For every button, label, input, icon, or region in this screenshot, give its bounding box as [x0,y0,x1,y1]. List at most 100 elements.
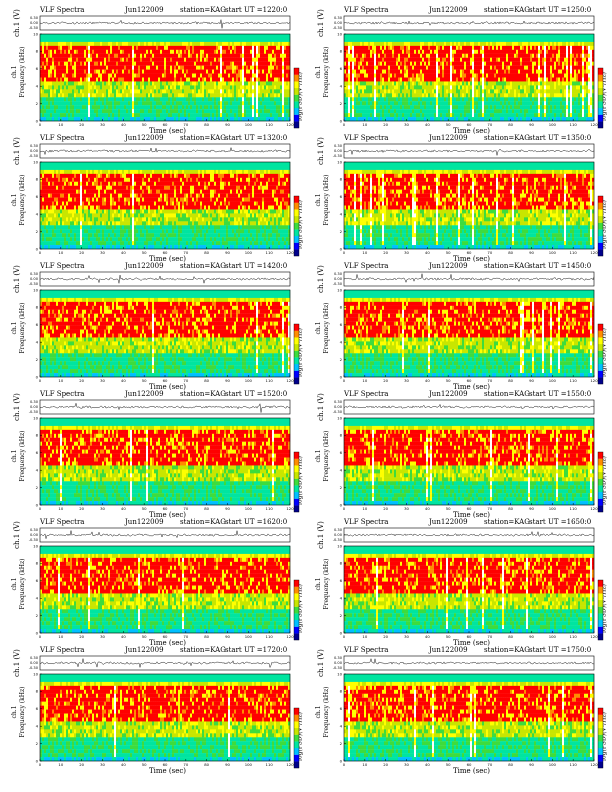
x-tick-label: 120 [590,378,598,383]
waveform-tick-label: -0.30 [29,282,39,286]
x-tick-label: 90 [529,506,534,511]
x-tick-label: 70 [183,378,188,383]
spectrogram-heatmap [40,546,291,634]
waveform-tick-label: -0.30 [333,26,343,30]
x-tick-label: 80 [204,122,209,127]
waveform-tick-label: 0.00 [30,21,39,25]
spectrogram-heatmap [40,418,291,506]
panel-title: VLF Spectra [40,646,84,655]
spectrogram-panel: VLF Spectra Jun122009 station=KAG start UT … [8,262,308,391]
panel-date: Jun122009 [429,390,468,399]
panel-station: station=KAG [180,646,226,655]
x-tick-label: 50 [446,762,451,767]
panel-title: VLF Spectra [344,518,388,527]
panel-graphics: 0.300.00-0.300 10 20 30 40 50 60 70 80 90 100 110 12… [29,399,300,513]
spectrogram-heatmap [344,34,595,122]
colorbar [597,579,604,641]
x-tick-label: 30 [404,762,409,767]
x-tick-label: 60 [467,122,472,127]
waveform-tick-label: 0.00 [30,661,39,665]
x-tick-label: 70 [487,762,492,767]
x-tick-label: 70 [487,250,492,255]
waveform-trace [343,657,595,665]
y-tick-label: 4 [36,724,39,729]
x-tick-label: 10 [362,506,367,511]
x-tick-label: 110 [570,250,578,255]
x-tick-label: 20 [383,634,388,639]
panel-title: VLF Spectra [40,134,84,143]
x-tick-label: 110 [266,762,274,767]
x-tick-label: 90 [529,250,534,255]
x-tick-label: 80 [204,762,209,767]
y-tick-label: 6 [340,322,343,327]
time-axis-label: Time (sec) [453,767,490,775]
waveform-tick-label: -0.30 [29,154,39,158]
x-tick-label: 80 [508,506,513,511]
x-tick-label: 120 [590,122,598,127]
y-tick-label: 0 [340,118,343,123]
x-tick-label: 0 [39,762,42,767]
x-tick-label: 70 [487,506,492,511]
waveform-frame [343,399,595,415]
waveform-tick-label: 0.30 [30,272,39,276]
y-tick-label: 6 [36,194,39,199]
colorbar [597,451,604,513]
y-tick-label: 6 [36,578,39,583]
waveform-frame [39,655,291,671]
x-tick-label: 0 [343,250,346,255]
y-tick-label: 6 [36,66,39,71]
x-tick-label: 110 [266,506,274,511]
waveform-trace [39,402,291,413]
panel-station: station=KAG [484,6,530,15]
x-tick-label: 30 [404,378,409,383]
colorbar [293,451,300,513]
x-tick-label: 60 [163,634,168,639]
waveform-tick-label: 0.00 [334,661,343,665]
y-tick-label: 8 [340,305,343,310]
y-tick-label: 8 [340,689,343,694]
x-tick-label: 40 [121,634,126,639]
x-tick-label: 30 [404,506,409,511]
x-tick-label: 70 [487,378,492,383]
panel-graphics: 0.300.00-0.300 10 20 30 40 50 60 70 80 90 100 110 12… [29,271,300,385]
panel-start-ut: start UT =1550:0 [529,390,591,399]
x-tick-label: 120 [590,250,598,255]
y-tick-label: 10 [337,159,342,164]
waveform-tick-label: -0.30 [333,538,343,542]
y-tick-label: 0 [36,758,39,763]
colorbar [293,579,300,641]
x-tick-label: 80 [204,250,209,255]
x-tick-label: 40 [121,250,126,255]
y-tick-label: 10 [33,287,38,292]
waveform-tick-label: -0.30 [333,282,343,286]
waveform-tick-label: -0.30 [29,666,39,670]
panel-start-ut: start UT =1650:0 [529,518,591,527]
waveform-tick-label: 0.30 [334,144,343,148]
x-tick-label: 70 [183,250,188,255]
y-tick-label: 0 [340,758,343,763]
waveform-tick-label: 0.30 [30,656,39,660]
time-axis-label: Time (sec) [149,255,186,263]
spectrogram-heatmap [40,290,291,378]
y-tick-label: 0 [340,630,343,635]
y-tick-label: 10 [337,415,342,420]
x-tick-label: 120 [286,506,294,511]
panel-date: Jun122009 [125,262,164,271]
y-tick-label: 6 [36,322,39,327]
x-tick-label: 60 [163,250,168,255]
time-axis-label: Time (sec) [453,383,490,391]
x-tick-label: 30 [100,122,105,127]
y-tick-label: 6 [340,66,343,71]
waveform-tick-label: 0.00 [30,533,39,537]
x-tick-label: 50 [142,634,147,639]
panel-graphics: 0.300.00-0.300 10 20 30 40 50 60 70 80 90 100 110 12… [29,655,300,769]
waveform-frame [343,655,595,671]
waveform-trace [39,19,291,29]
x-tick-label: 60 [467,762,472,767]
y-tick-label: 6 [340,450,343,455]
waveform-tick-label: 0.00 [334,149,343,153]
x-tick-label: 20 [383,250,388,255]
x-tick-label: 60 [467,506,472,511]
panel-title: VLF Spectra [40,518,84,527]
y-tick-label: 8 [36,433,39,438]
